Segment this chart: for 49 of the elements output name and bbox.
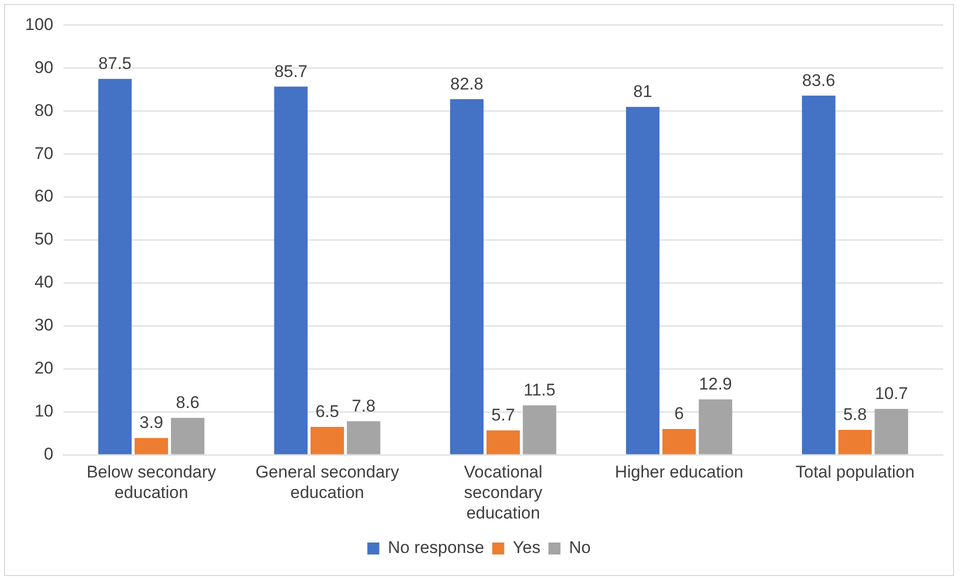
data-label: 5.8: [843, 405, 867, 424]
y-tick-label: 80: [34, 100, 54, 120]
y-tick-label: 30: [34, 316, 54, 335]
bar: [874, 408, 908, 454]
y-tick-label: 90: [34, 58, 54, 77]
y-tick-label: 50: [34, 230, 54, 249]
data-label: 87.5: [98, 54, 132, 74]
y-tick-label: 20: [34, 358, 54, 378]
legend-label: No response: [388, 538, 484, 558]
bar: [134, 438, 168, 454]
y-tick-label: 70: [34, 144, 54, 163]
bar: [838, 430, 872, 454]
data-label: 5.7: [491, 406, 515, 424]
x-tick-label: Vocational secondary education: [464, 462, 543, 522]
y-tick-label: 100: [24, 14, 54, 34]
data-label: 81: [633, 82, 652, 102]
data-label: 6: [674, 404, 684, 424]
x-tick-label: Total population: [795, 462, 915, 482]
y-tick-label: 40: [34, 272, 54, 292]
x-tick-label: Higher education: [614, 462, 744, 482]
y-tick-label: 60: [34, 186, 54, 206]
bar: [274, 86, 308, 454]
data-label: 10.7: [874, 384, 908, 404]
bar: [698, 399, 732, 454]
data-label: 85.7: [274, 62, 308, 81]
x-tick-label: General secondary education: [255, 462, 400, 502]
data-label: 11.5: [524, 380, 556, 400]
data-label: 3.9: [140, 413, 164, 432]
bar: [98, 78, 132, 454]
data-label: 7.8: [352, 396, 376, 416]
y-tick-label: 10: [34, 402, 54, 421]
bar: [802, 96, 836, 454]
bar: [450, 99, 484, 454]
y-tick-label: 0: [44, 444, 54, 464]
bar: [662, 429, 696, 454]
bar: [626, 106, 660, 454]
legend-label: Yes: [512, 538, 540, 558]
data-label: 82.8: [450, 74, 484, 94]
data-label: 8.6: [176, 393, 200, 412]
data-label: 12.9: [698, 374, 732, 394]
bar: [346, 421, 380, 454]
bar: [522, 405, 556, 454]
bar: [310, 426, 344, 454]
bar: [170, 418, 204, 454]
bar: [486, 430, 520, 454]
data-label: 83.6: [802, 70, 836, 90]
data-label: 6.5: [315, 402, 340, 422]
legend-label: No: [568, 538, 591, 558]
x-tick-label: Below secondary education: [86, 462, 217, 502]
